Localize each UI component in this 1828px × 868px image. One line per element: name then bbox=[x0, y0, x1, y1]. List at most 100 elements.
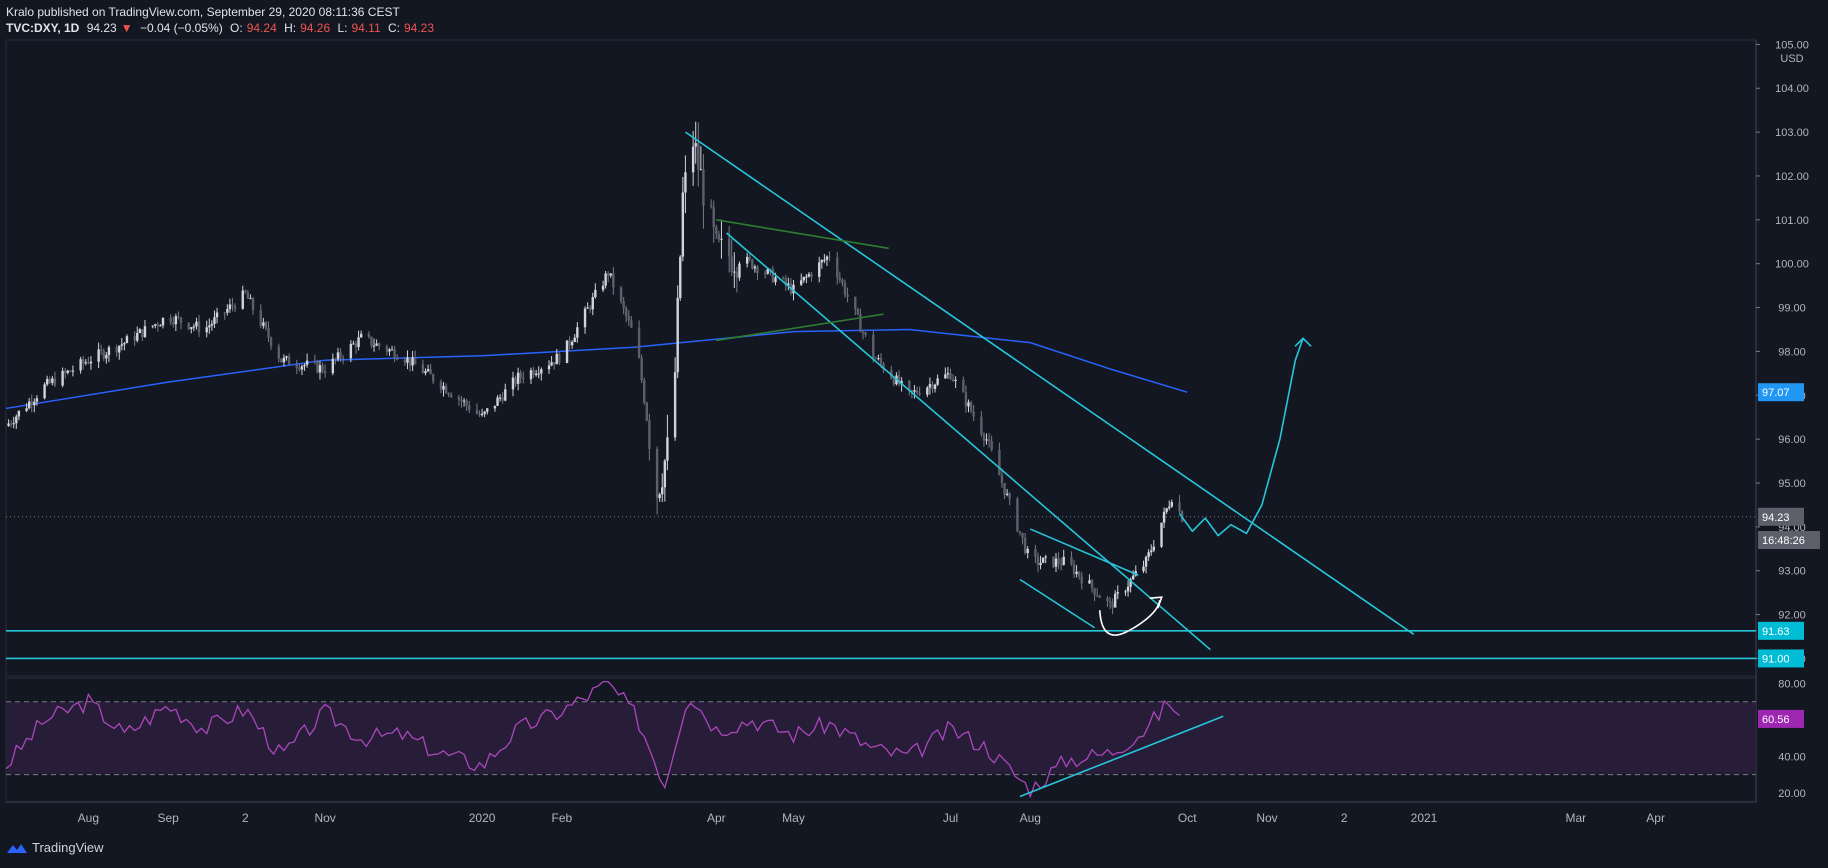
y-tick-label-5: 100.00 bbox=[1775, 259, 1809, 271]
candle-body bbox=[460, 399, 463, 402]
bounce-arrow[interactable] bbox=[1098, 600, 1161, 636]
candle-body bbox=[987, 439, 991, 442]
candle-body bbox=[854, 296, 857, 309]
candle-body bbox=[877, 358, 880, 360]
symbol-label[interactable]: TVC:DXY, 1D bbox=[6, 21, 80, 35]
y-tick-label-0: 105.00 bbox=[1775, 39, 1809, 51]
candle-body bbox=[249, 298, 252, 300]
rsi-line[interactable] bbox=[5, 680, 1180, 799]
candle-body bbox=[1113, 593, 1117, 608]
footer: TradingView bbox=[6, 840, 104, 855]
candle-body bbox=[161, 317, 165, 326]
candle-body bbox=[483, 411, 486, 414]
candle-body bbox=[444, 385, 448, 394]
price-tag-4: 91.00 bbox=[1762, 653, 1790, 665]
candle-body bbox=[179, 317, 183, 323]
candle-body bbox=[1132, 575, 1135, 580]
candle-body bbox=[892, 378, 896, 385]
candle-body bbox=[295, 365, 299, 368]
trendline-1[interactable] bbox=[726, 232, 1211, 651]
candle-body bbox=[9, 423, 13, 425]
candle-body bbox=[745, 256, 749, 264]
candle-body bbox=[583, 308, 587, 328]
candle-body bbox=[1095, 595, 1099, 597]
candle-body bbox=[547, 365, 551, 370]
candle-body bbox=[262, 322, 265, 326]
candle-body bbox=[998, 449, 1001, 476]
candle-body bbox=[555, 353, 558, 365]
flag-trendline-5[interactable] bbox=[716, 313, 884, 342]
candle-body bbox=[1062, 556, 1065, 565]
candle-body bbox=[679, 256, 682, 298]
candle-body bbox=[190, 327, 193, 329]
candle-body bbox=[377, 343, 381, 347]
candle-body bbox=[215, 312, 219, 318]
trendline-0[interactable] bbox=[684, 131, 1415, 635]
candle-body bbox=[287, 356, 291, 366]
trendline-3[interactable] bbox=[1029, 528, 1139, 576]
close-value: 94.23 bbox=[403, 21, 434, 35]
candle-body bbox=[954, 379, 957, 382]
candle-body bbox=[426, 369, 430, 372]
flag-trendline-4[interactable] bbox=[716, 219, 889, 250]
candle-body bbox=[658, 494, 661, 499]
candle-body bbox=[681, 192, 685, 257]
candle-body bbox=[982, 434, 986, 441]
candle-body bbox=[1054, 558, 1058, 567]
candle-body bbox=[63, 370, 67, 373]
candle-body bbox=[390, 349, 394, 351]
candle-body bbox=[45, 378, 49, 385]
candle-body bbox=[573, 337, 576, 342]
candle-body bbox=[388, 349, 391, 352]
moving-average-line[interactable] bbox=[5, 328, 1188, 410]
candle-body bbox=[66, 370, 69, 373]
candle-body bbox=[1057, 558, 1060, 564]
candle-body bbox=[120, 344, 124, 346]
candle-body bbox=[1088, 580, 1091, 584]
candle-body bbox=[25, 408, 28, 411]
candle-body bbox=[565, 340, 569, 364]
rsi-value-tag: 60.56 bbox=[1762, 714, 1790, 726]
candle-body bbox=[269, 337, 273, 347]
candle-body bbox=[151, 325, 154, 327]
candle-body bbox=[105, 354, 108, 359]
candle-body bbox=[612, 273, 615, 288]
candle-body bbox=[841, 279, 844, 284]
rsi-trendline[interactable] bbox=[1019, 715, 1224, 798]
candle-body bbox=[820, 260, 824, 263]
rsi-tick-label-0: 80.00 bbox=[1778, 678, 1806, 690]
candle-body bbox=[27, 401, 31, 409]
candle-body bbox=[1072, 564, 1076, 575]
trendline-2[interactable] bbox=[1019, 578, 1096, 629]
candle-body bbox=[429, 369, 432, 375]
candle-body bbox=[601, 285, 605, 290]
candle-body bbox=[748, 256, 751, 260]
candle-body bbox=[208, 325, 211, 328]
candle-body bbox=[61, 370, 64, 386]
candle-body bbox=[138, 329, 142, 333]
candle-body bbox=[1152, 546, 1155, 551]
candle-body bbox=[673, 372, 677, 438]
candle-body bbox=[810, 274, 813, 277]
candle-body bbox=[676, 297, 679, 373]
candle-body bbox=[439, 381, 443, 390]
candle-body bbox=[143, 326, 147, 337]
candle-body bbox=[1116, 592, 1119, 594]
candle-body bbox=[241, 290, 244, 309]
candle-body bbox=[627, 316, 630, 321]
candle-body bbox=[1108, 601, 1112, 603]
candle-body bbox=[1077, 571, 1081, 577]
candle-body bbox=[331, 358, 335, 374]
projection-path[interactable] bbox=[1178, 337, 1304, 537]
x-tick-label-13: 2021 bbox=[1411, 811, 1438, 825]
candle-body bbox=[1005, 493, 1009, 495]
x-tick-label-7: May bbox=[782, 811, 805, 825]
candle-body bbox=[102, 350, 105, 359]
candle-body bbox=[771, 269, 775, 283]
candle-body bbox=[413, 357, 417, 365]
candle-body bbox=[1142, 566, 1145, 572]
x-tick-label-0: Aug bbox=[78, 811, 99, 825]
x-tick-label-8: Jul bbox=[943, 811, 958, 825]
candle-body bbox=[607, 273, 610, 276]
